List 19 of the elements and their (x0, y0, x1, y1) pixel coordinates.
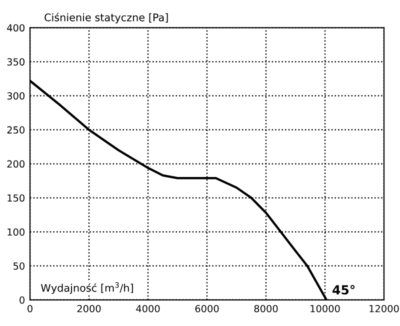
y-tick-label: 350 (7, 58, 24, 66)
x-tick-label: 2000 (77, 304, 101, 312)
y-tick-label: 150 (8, 194, 24, 202)
y-tick-label: 100 (8, 228, 24, 236)
x-tick-label: 6000 (195, 304, 219, 312)
y-tick-label: 400 (7, 24, 24, 32)
y-tick-label: 0 (20, 296, 24, 304)
x-tick-label: 12000 (370, 304, 399, 312)
y-axis-title: Ciśnienie statyczne [Pa] (44, 12, 168, 24)
y-tick-label: 200 (7, 160, 24, 168)
y-tick-label: 300 (7, 92, 24, 100)
x-tick-label: 0 (28, 304, 32, 312)
x-axis-title: Wydajność [m$^{3}$/h] (40, 282, 133, 294)
annotation: 45° (332, 285, 355, 295)
x-tick-label: 8000 (254, 304, 278, 312)
x-tick-label: 4000 (136, 304, 160, 312)
y-tick-label: 50 (14, 262, 24, 270)
y-tick-label: 250 (7, 126, 24, 134)
x-tick-label: 10000 (310, 304, 340, 312)
